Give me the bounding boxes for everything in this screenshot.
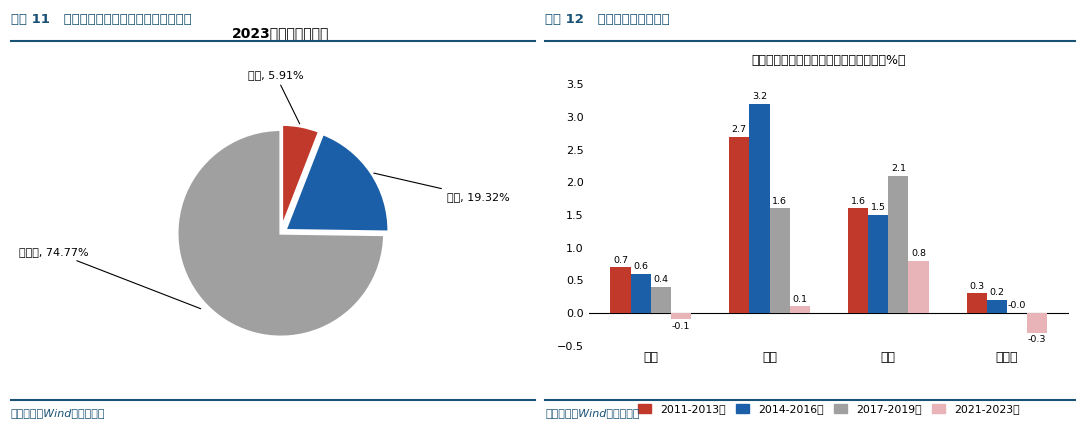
Bar	[868, 215, 888, 313]
Text: 0.8: 0.8	[912, 249, 926, 258]
Bar	[848, 208, 868, 313]
Text: 1.6: 1.6	[772, 197, 787, 206]
Text: 二线, 19.32%: 二线, 19.32%	[374, 173, 510, 202]
Text: 0.3: 0.3	[969, 282, 984, 291]
Text: 图表 11   全国人口分布：一线、二线、三四线: 图表 11 全国人口分布：一线、二线、三四线	[11, 13, 191, 26]
Text: 0.4: 0.4	[653, 275, 669, 284]
Bar	[888, 176, 908, 313]
Text: 资料来源：Wind，华创证券: 资料来源：Wind，华创证券	[11, 408, 106, 418]
Text: 2.1: 2.1	[891, 164, 906, 173]
Text: 2.7: 2.7	[732, 125, 746, 134]
Wedge shape	[282, 124, 320, 228]
Bar	[987, 300, 1007, 313]
Bar	[789, 306, 810, 313]
Bar	[908, 260, 929, 313]
Title: 2023年全国人口分布: 2023年全国人口分布	[232, 26, 329, 40]
Text: -0.1: -0.1	[672, 322, 690, 331]
Bar	[651, 287, 671, 313]
Bar	[770, 208, 789, 313]
Wedge shape	[285, 134, 389, 232]
Text: 0.2: 0.2	[989, 288, 1004, 297]
Bar	[1027, 313, 1048, 333]
Bar	[631, 274, 651, 313]
Text: 0.6: 0.6	[633, 262, 648, 271]
Text: 资料来源：Wind，华创证券: 资料来源：Wind，华创证券	[545, 408, 639, 418]
Text: -0.0: -0.0	[1008, 302, 1026, 310]
Text: 一线, 5.91%: 一线, 5.91%	[247, 70, 303, 124]
Bar	[750, 104, 770, 313]
Text: 0.1: 0.1	[793, 295, 808, 304]
Legend: 2011-2013年, 2014-2016年, 2017-2019年, 2021-2023年: 2011-2013年, 2014-2016年, 2017-2019年, 2021…	[634, 399, 1024, 419]
Text: 3.2: 3.2	[752, 92, 767, 101]
Title: 常住人口：各能级城市每三年增速变化（%）: 常住人口：各能级城市每三年增速变化（%）	[752, 54, 906, 67]
Text: -0.3: -0.3	[1028, 335, 1047, 344]
Bar	[671, 313, 691, 320]
Bar	[967, 293, 987, 313]
Bar	[610, 267, 631, 313]
Text: 0.7: 0.7	[613, 256, 629, 264]
Text: 图表 12   人口变化：三年维度: 图表 12 人口变化：三年维度	[545, 13, 671, 26]
Text: 1.6: 1.6	[850, 197, 865, 206]
Wedge shape	[177, 130, 384, 337]
Bar	[729, 137, 750, 313]
Text: 三四线, 74.77%: 三四线, 74.77%	[19, 247, 201, 309]
Text: 1.5: 1.5	[870, 203, 886, 213]
